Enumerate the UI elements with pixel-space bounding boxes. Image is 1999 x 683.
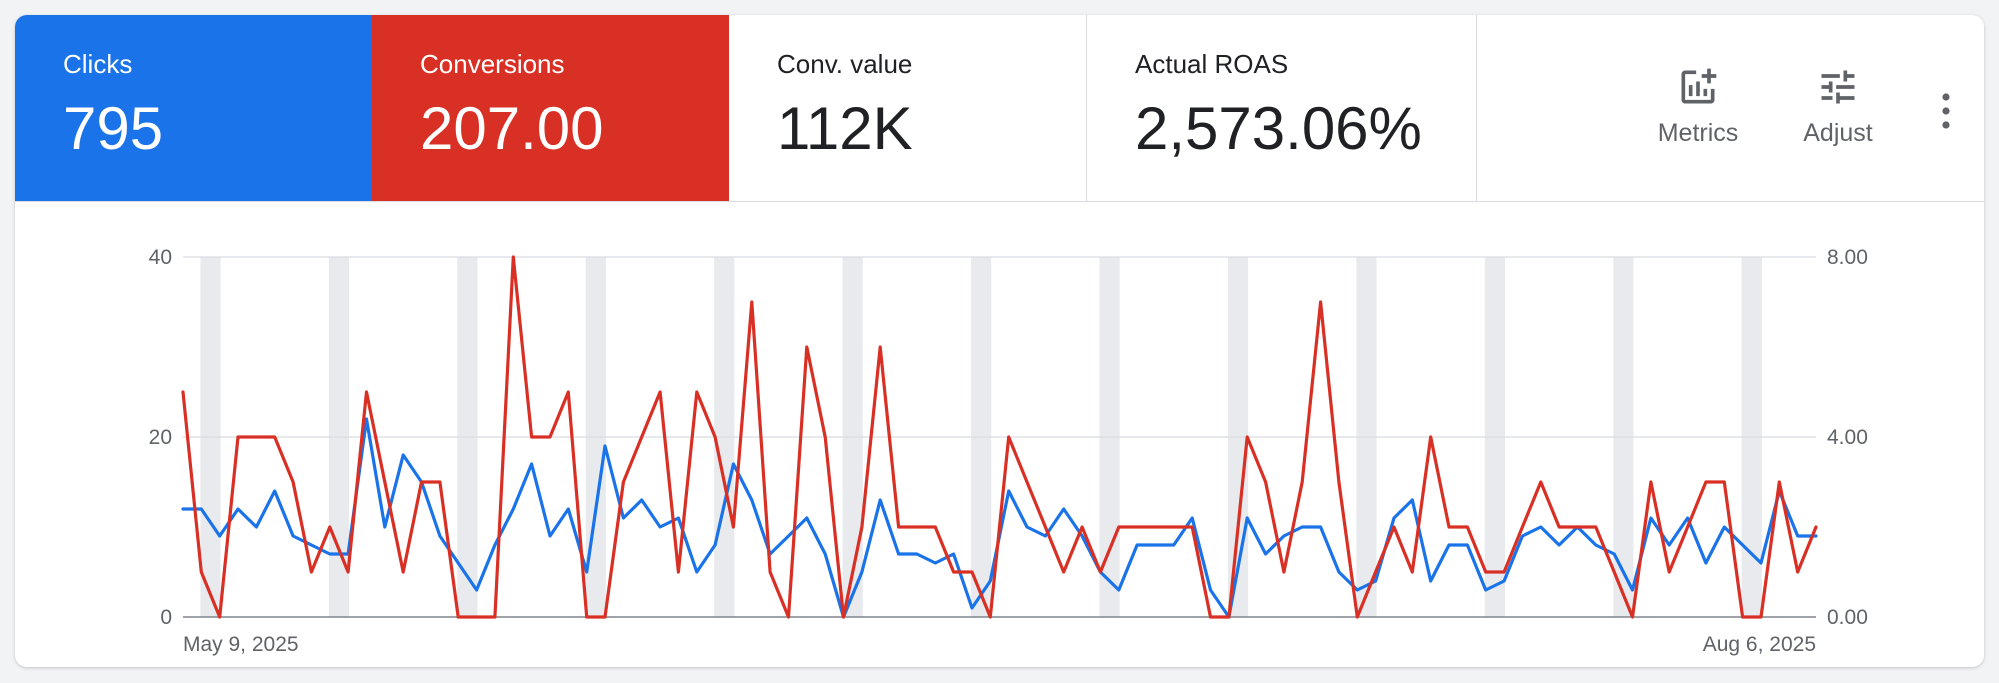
left-axis-tick-2: 40 — [149, 246, 172, 269]
performance-card: Clicks 795 Conversions 207.00 Conv. valu… — [15, 15, 1984, 667]
left-axis-tick-1: 20 — [149, 426, 172, 449]
right-axis-tick-2: 8.00 — [1827, 246, 1868, 269]
x-end-label: Aug 6, 2025 — [1703, 633, 1816, 656]
metrics-button[interactable]: Metrics — [1628, 65, 1768, 148]
scorecard-clicks[interactable]: Clicks 795 — [15, 15, 372, 201]
chart-area: May 9, 2025 Aug 6, 2025 0 20 40 0.00 4.00 8.0… — [15, 202, 1984, 667]
series-lines — [181, 255, 1818, 619]
scorecard-actual-roas[interactable]: Actual ROAS 2,573.06% — [1087, 15, 1477, 201]
scorecard-conversions[interactable]: Conversions 207.00 — [372, 15, 729, 201]
series-line-conversions — [181, 255, 1818, 619]
right-axis-tick-1: 4.00 — [1827, 426, 1868, 449]
gridlines — [183, 256, 1816, 618]
scorecard-conv-value-label: Conv. value — [777, 49, 913, 79]
scorecard-actual-roas-label: Actual ROAS — [1135, 49, 1289, 79]
tune-icon — [1768, 65, 1908, 109]
chart-toolbar: Metrics Adjust — [1477, 15, 1984, 201]
more-options-button[interactable] — [1908, 65, 1984, 153]
scorecard-actual-roas-value: 2,573.06% — [1135, 95, 1422, 162]
add-chart-icon — [1628, 65, 1768, 109]
scorecard-conv-value-value: 112K — [777, 95, 913, 162]
right-axis-tick-0: 0.00 — [1827, 606, 1868, 629]
more-vert-icon — [1942, 93, 1950, 129]
x-start-label: May 9, 2025 — [183, 633, 299, 656]
scorecard-clicks-label: Clicks — [63, 49, 133, 79]
scorecard-clicks-value: 795 — [63, 95, 164, 162]
scorecard-conversions-label: Conversions — [420, 49, 565, 79]
adjust-button[interactable]: Adjust — [1768, 65, 1908, 148]
scorecard-conv-value[interactable]: Conv. value 112K — [729, 15, 1087, 201]
scorecard-header: Clicks 795 Conversions 207.00 Conv. valu… — [15, 15, 1984, 202]
left-axis-tick-0: 0 — [160, 606, 172, 629]
adjust-button-label: Adjust — [1803, 119, 1873, 147]
scorecard-conversions-value: 207.00 — [420, 95, 604, 162]
axis-labels: May 9, 2025 Aug 6, 2025 0 20 40 0.00 4.00 8.0… — [149, 246, 1868, 656]
metrics-button-label: Metrics — [1657, 119, 1739, 147]
line-chart: May 9, 2025 Aug 6, 2025 0 20 40 0.00 4.00 8.0… — [149, 246, 1868, 656]
